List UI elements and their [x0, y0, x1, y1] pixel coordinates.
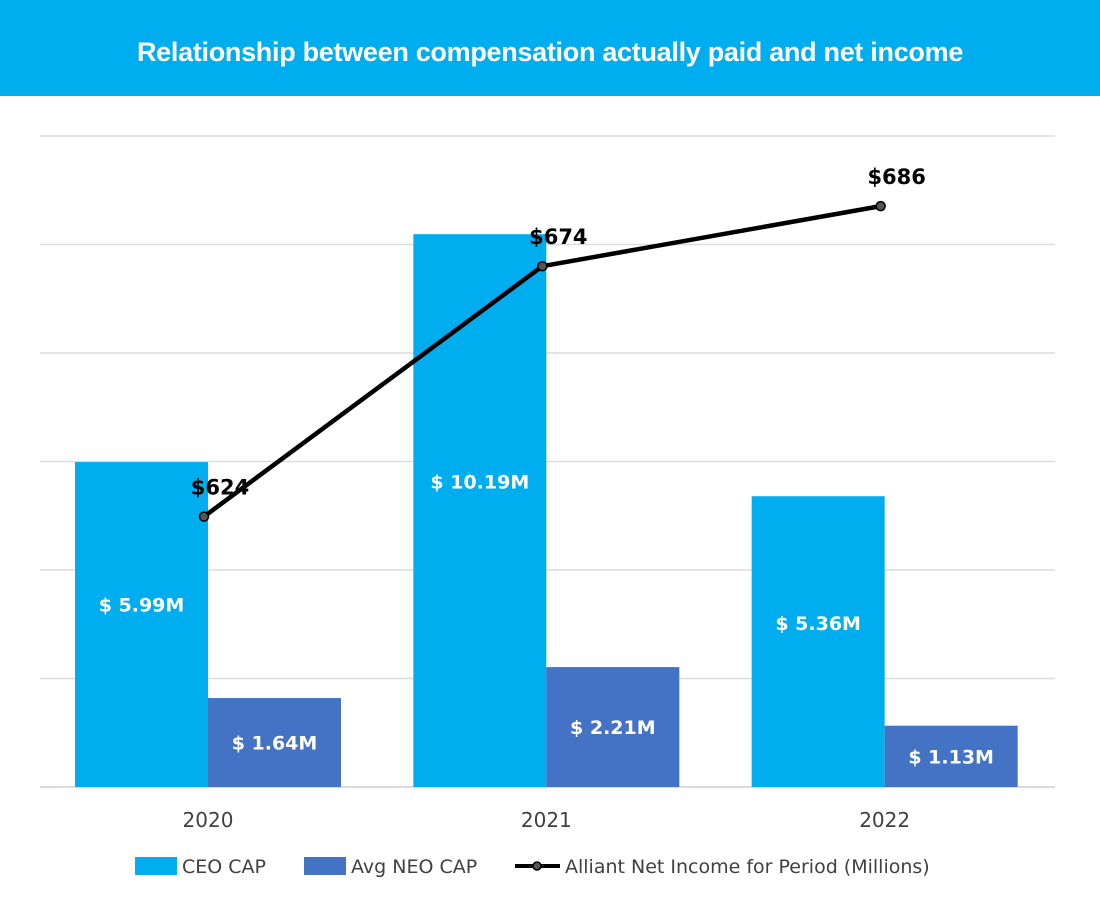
bar-value-label: $ 5.99M [99, 595, 185, 617]
legend: CEO CAP Avg NEO CAP Alliant Net Income for… [135, 856, 930, 878]
legend-label: CEO CAP [182, 856, 266, 878]
bar-avg-neo-cap-2020 [208, 698, 341, 787]
net-income-label: $686 [867, 165, 925, 189]
net-income-point [198, 511, 210, 522]
legend-label: Alliant Net Income for Period (Millions) [565, 856, 930, 878]
net-income-label: $674 [529, 225, 587, 249]
bar-value-label: $ 10.19M [430, 471, 529, 493]
x-tick-label: 2020 [183, 808, 234, 832]
chart-title: Relationship between compensation actual… [136, 37, 964, 67]
bar-avg-neo-cap-2022 [884, 725, 1018, 787]
legend-swatch [135, 857, 177, 875]
bar-ceo-cap-2022 [751, 496, 885, 787]
net-income-point [537, 260, 548, 272]
bar-ceo-cap-2021 [413, 234, 547, 787]
x-tick-label: 2021 [521, 808, 572, 832]
bar-value-label: $ 5.36M [775, 613, 861, 635]
legend-marker [532, 861, 542, 871]
title-banner: Relationship between compensation actual… [0, 0, 1100, 96]
bars-layer [75, 234, 1018, 787]
bar-value-label: $ 1.13M [908, 746, 994, 768]
bar-value-label: $ 2.21M [570, 717, 656, 739]
legend-swatch [304, 857, 346, 875]
bar-value-label: $ 1.64M [232, 733, 318, 755]
bar-avg-neo-cap-2021 [546, 667, 680, 787]
x-axis-ticks: 2020 2021 2022 [183, 808, 911, 832]
x-tick-label: 2022 [859, 808, 910, 832]
line-layer: $624 $674 $686 [191, 165, 926, 522]
legend-label: Avg NEO CAP [351, 856, 477, 878]
bar-ceo-cap-2020 [75, 462, 208, 787]
net-income-label: $624 [191, 476, 249, 500]
bar-labels-layer: $ 5.99M $ 1.64M $ 10.19M $ 2.21M $ 5.36M $ 1.… [99, 471, 994, 768]
net-income-point [875, 200, 886, 212]
